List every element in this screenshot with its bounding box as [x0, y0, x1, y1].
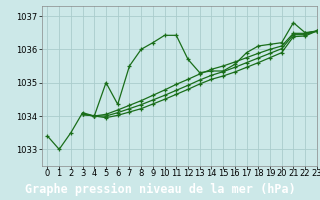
Text: Graphe pression niveau de la mer (hPa): Graphe pression niveau de la mer (hPa) — [25, 183, 295, 196]
